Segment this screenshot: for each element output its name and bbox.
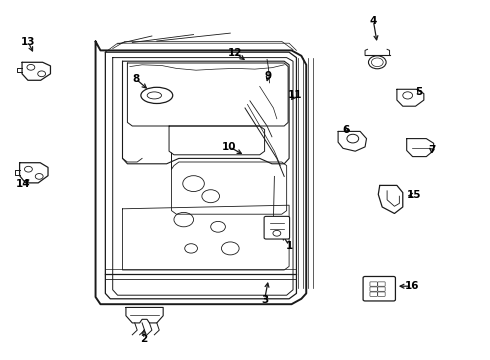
Text: 13: 13	[21, 37, 36, 48]
Text: 10: 10	[222, 142, 237, 152]
Text: 11: 11	[288, 90, 302, 100]
Text: 5: 5	[416, 87, 422, 97]
Text: 15: 15	[407, 190, 421, 200]
Text: 2: 2	[140, 334, 147, 344]
Text: 6: 6	[343, 125, 350, 135]
FancyBboxPatch shape	[264, 216, 290, 239]
Text: 8: 8	[133, 74, 140, 84]
Text: 16: 16	[404, 281, 419, 291]
FancyBboxPatch shape	[363, 276, 395, 301]
Text: 7: 7	[428, 145, 436, 156]
Text: 1: 1	[286, 240, 293, 251]
Text: 9: 9	[265, 71, 272, 81]
Text: 14: 14	[16, 179, 31, 189]
Text: 12: 12	[228, 48, 243, 58]
Text: 3: 3	[261, 294, 268, 305]
Text: 4: 4	[369, 16, 377, 26]
